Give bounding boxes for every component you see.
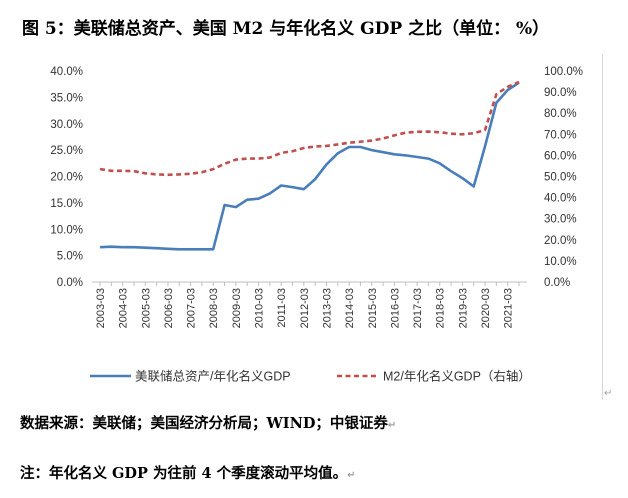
right-y-tick-label: 80.0% (544, 108, 577, 120)
x-tick-label: 2004-03 (118, 288, 130, 328)
x-tick-label: 2019-03 (457, 288, 469, 328)
paragraph-mark-icon: ↵ (604, 388, 613, 399)
x-tick-label: 2006-03 (163, 288, 175, 328)
left-y-tick-label: 35.0% (50, 92, 83, 104)
left-y-tick-label: 10.0% (50, 224, 83, 236)
right-y-tick-label: 90.0% (544, 87, 577, 99)
x-tick-label: 2010-03 (254, 288, 266, 328)
x-tick-label: 2013-03 (321, 288, 333, 328)
x-tick-label: 2009-03 (231, 288, 243, 328)
x-tick-label: 2015-03 (367, 288, 379, 328)
footnote: 注：年化名义 GDP 为往前 4 个季度滚动平均值。↵ (20, 465, 356, 482)
left-y-tick-label: 0.0% (57, 277, 83, 289)
x-tick-label: 2018-03 (435, 288, 447, 328)
x-tick-label: 2008-03 (208, 288, 220, 328)
x-tick-label: 2005-03 (140, 288, 152, 328)
figure-title: 图 5：美联储总资产、美国 M2 与年化名义 GDP 之比（单位： %） (22, 19, 550, 39)
left-y-tick-label: 15.0% (50, 198, 83, 210)
left-y-tick-label: 20.0% (50, 172, 83, 184)
x-tick-label: 2011-03 (276, 288, 288, 328)
source-note: 数据来源：美联储；美国经济分析局；WIND；中银证券↵ (20, 415, 397, 432)
paragraph-mark-icon: ↵ (387, 420, 397, 431)
left-y-tick-label: 30.0% (50, 119, 83, 131)
right-y-tick-label: 70.0% (544, 129, 577, 141)
right-y-tick-label: 20.0% (544, 235, 577, 247)
right-y-tick-label: 30.0% (544, 214, 577, 226)
series-line-fed-assets (99, 81, 520, 251)
x-tick-label: 2003-03 (95, 288, 107, 328)
legend-label-fed-assets: 美联储总资产/年化名义GDP (135, 369, 291, 384)
right-y-tick-label: 10.0% (544, 256, 577, 268)
paragraph-mark-icon: ↵ (347, 470, 356, 481)
right-y-tick-label: 50.0% (544, 172, 577, 184)
left-y-tick-label: 25.0% (50, 145, 83, 157)
right-y-axis: 0.0% 10.0% 20.0% 30.0% 40.0% 50.0% 60.0% 70.0% 8… (544, 66, 583, 289)
right-y-tick-label: 60.0% (544, 150, 577, 162)
x-tick-label: 2007-03 (186, 288, 198, 328)
chart-frame (30, 54, 603, 400)
x-tick-label: 2014-03 (344, 288, 356, 328)
left-y-axis: 0.0% 5.0% 10.0% 15.0% 20.0% 25.0% 30.0% 35.0% 40… (50, 66, 83, 289)
x-tick-label: 2012-03 (299, 288, 311, 328)
x-axis: 2003-03 2004-03 2005-03 2006-03 2007-03 2008-… (92, 281, 527, 328)
right-y-tick-label: 100.0% (544, 66, 583, 78)
series-layer (99, 80, 520, 251)
legend-label-m2: M2/年化名义GDP（右轴） (383, 369, 531, 384)
legend: 美联储总资产/年化名义GDP M2/年化名义GDP（右轴） (90, 369, 531, 384)
right-y-tick-label: 0.0% (544, 277, 570, 289)
x-tick-label: 2017-03 (412, 288, 424, 328)
left-y-tick-label: 5.0% (57, 251, 83, 263)
right-y-tick-label: 40.0% (544, 193, 577, 205)
x-tick-label: 2020-03 (480, 288, 492, 328)
line-chart: 0.0% 5.0% 10.0% 15.0% 20.0% 25.0% 30.0% 35.0% 40… (50, 66, 583, 384)
x-tick-label: 2021-03 (503, 288, 515, 328)
left-y-tick-label: 40.0% (50, 66, 83, 78)
series-line-m2 (99, 80, 520, 177)
x-tick-label: 2016-03 (389, 288, 401, 328)
